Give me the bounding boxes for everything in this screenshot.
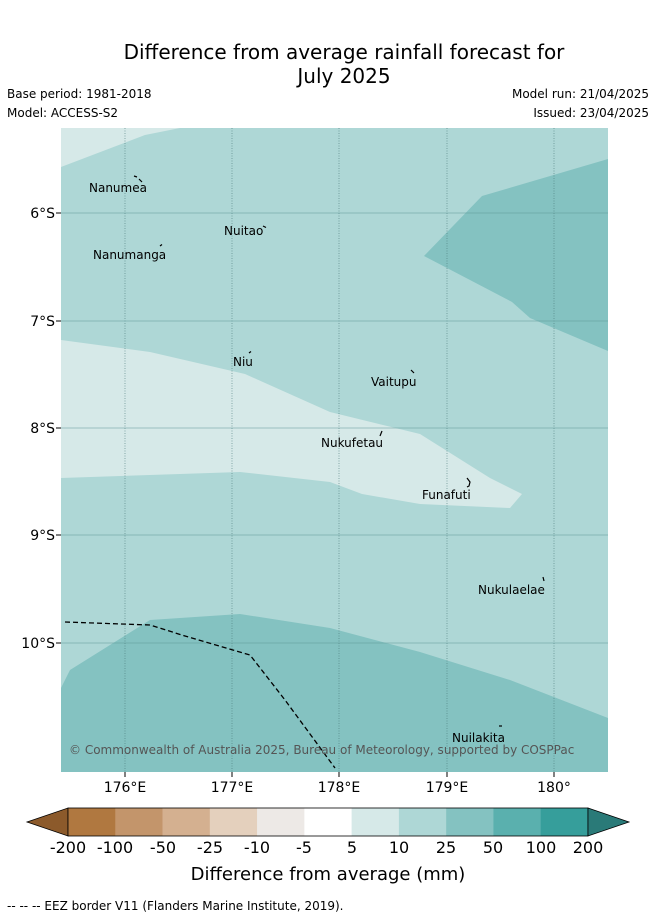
rainfall-map: Nanumea Nuitao Nanumanga Niu Vaitupu Nuk… <box>61 128 608 772</box>
colorbar-segment <box>493 808 541 836</box>
issued-date: Issued: 23/04/2025 <box>533 106 649 120</box>
lon-tick-180: 180° <box>537 780 571 796</box>
model-run: Model run: 21/04/2025 <box>511 87 649 101</box>
base-period: Base period: 1981-2018 <box>7 87 152 101</box>
colorbar-segment <box>257 808 305 836</box>
label-nanumanga: Nanumanga <box>93 248 166 262</box>
band-5-10-central <box>61 340 522 508</box>
colorbar-segment <box>162 808 211 836</box>
colorbar-label: -5 <box>296 838 312 857</box>
funafuti-atoll <box>466 477 471 488</box>
lon-tick-177e: 177°E <box>211 780 254 796</box>
colorbar-label: 25 <box>436 838 456 857</box>
colorbar-label: -100 <box>97 838 133 857</box>
nukulaelae-atoll <box>542 576 545 582</box>
lat-tick-7s: 7°S <box>30 314 55 330</box>
nukufetau-atoll <box>379 430 383 437</box>
colorbar-segment <box>209 808 258 836</box>
colorbar-label: 100 <box>526 838 557 857</box>
colorbar-label: -25 <box>197 838 223 857</box>
title-line-2: July 2025 <box>297 64 391 88</box>
band-25-50-east <box>424 159 608 351</box>
colorbar-label: -50 <box>150 838 176 857</box>
label-nanumea: Nanumea <box>89 181 147 195</box>
lon-tick-176e: 176°E <box>104 780 147 796</box>
colorbar-segments <box>25 807 631 837</box>
colorbar-label: 10 <box>389 838 409 857</box>
band-5-10-north <box>61 128 180 167</box>
latitude-axis: 6°S 7°S 8°S 9°S 10°S <box>21 206 61 652</box>
lon-tick-178e: 178°E <box>318 780 361 796</box>
label-niu: Niu <box>233 355 253 369</box>
colorbar-label: -10 <box>244 838 270 857</box>
vaitupu-island <box>410 369 415 374</box>
band-25-50-south <box>61 614 608 772</box>
nanumanga-island <box>159 244 163 247</box>
title-line-1: Difference from average rainfall forecas… <box>123 40 565 64</box>
copyright-credit: © Commonwealth of Australia 2025, Bureau… <box>69 743 574 757</box>
lon-tick-179e: 179°E <box>426 780 469 796</box>
longitude-axis: 176°E 177°E 178°E 179°E 180° <box>104 772 571 796</box>
colorbar: -200 -100 -50 -25 -10 -5 5 10 25 50 100 … <box>25 807 631 885</box>
lat-tick-8s: 8°S <box>30 421 55 437</box>
colorbar-extend-low <box>25 807 69 837</box>
nuitao-atoll <box>262 225 267 229</box>
colorbar-extend-high <box>587 807 631 837</box>
colorbar-segment <box>540 808 589 836</box>
colorbar-label: 50 <box>483 838 503 857</box>
eez-border-line <box>64 621 336 769</box>
colorbar-segment <box>446 808 494 836</box>
label-nukulaelae: Nukulaelae <box>478 583 545 597</box>
latitude-lines <box>61 212 608 644</box>
colorbar-segment <box>351 808 400 836</box>
place-labels: Nanumea Nuitao Nanumanga Niu Vaitupu Nuk… <box>89 181 545 745</box>
island-shapes <box>133 175 545 727</box>
map-title: Difference from average rainfall forecas… <box>0 40 655 88</box>
niu-atoll <box>248 351 252 354</box>
colorbar-segment <box>398 808 447 836</box>
lat-tick-6s: 6°S <box>30 206 55 222</box>
nanumea-atoll <box>133 175 143 183</box>
colorbar-title: Difference from average (mm) <box>191 864 466 885</box>
eez-border-legend: -- -- -- EEZ border V11 (Flanders Marine… <box>7 899 344 913</box>
label-funafuti: Funafuti <box>422 488 471 502</box>
model-name: Model: ACCESS-S2 <box>7 106 119 120</box>
label-nuitao: Nuitao <box>224 224 263 238</box>
colorbar-segment <box>304 808 352 836</box>
colorbar-labels: -200 -100 -50 -25 -10 -5 5 10 25 50 100 … <box>50 838 603 857</box>
colorbar-label: 200 <box>573 838 604 857</box>
colorbar-segment <box>115 808 163 836</box>
lat-tick-10s: 10°S <box>21 636 55 652</box>
colorbar-label: -200 <box>50 838 86 857</box>
label-nuilakita: Nuilakita <box>452 731 505 745</box>
label-vaitupu: Vaitupu <box>371 375 417 389</box>
lat-tick-9s: 9°S <box>30 528 55 544</box>
colorbar-segment <box>68 808 116 836</box>
colorbar-label: 5 <box>347 838 357 857</box>
label-nukufetau: Nukufetau <box>321 436 383 450</box>
